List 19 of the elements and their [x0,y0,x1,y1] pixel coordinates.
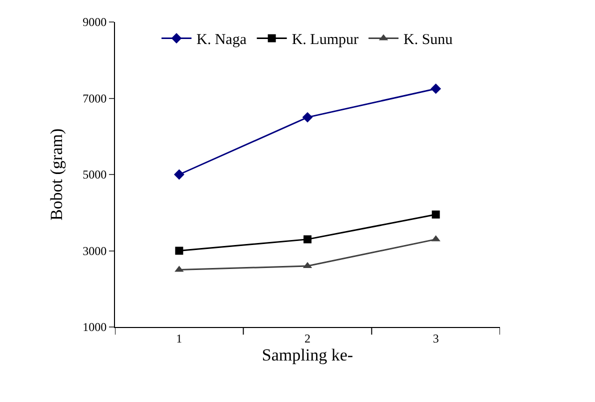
point [304,235,312,244]
y-tick-label: 5000 [82,168,107,182]
y-tick-label: 7000 [82,91,107,106]
point [432,210,440,219]
point [174,169,184,180]
point [302,112,313,123]
y-tick-label: 3000 [82,244,107,258]
legend-label: K. Lumpur [292,32,358,48]
x-axis-title: Sampling ke- [262,345,354,364]
y-tick-label: 9000 [82,15,107,30]
x-tick-label: 1 [176,331,182,346]
x-tick-label: 3 [432,331,439,346]
y-axis-title: Bobot (gram) [47,128,66,221]
point [430,84,442,94]
legend-label: K. Naga [196,32,247,48]
y-tick-label: 1000 [82,320,107,334]
point [175,246,184,255]
legend-label: K. Sunu [403,32,454,48]
x-tick-label: 2 [304,331,310,346]
